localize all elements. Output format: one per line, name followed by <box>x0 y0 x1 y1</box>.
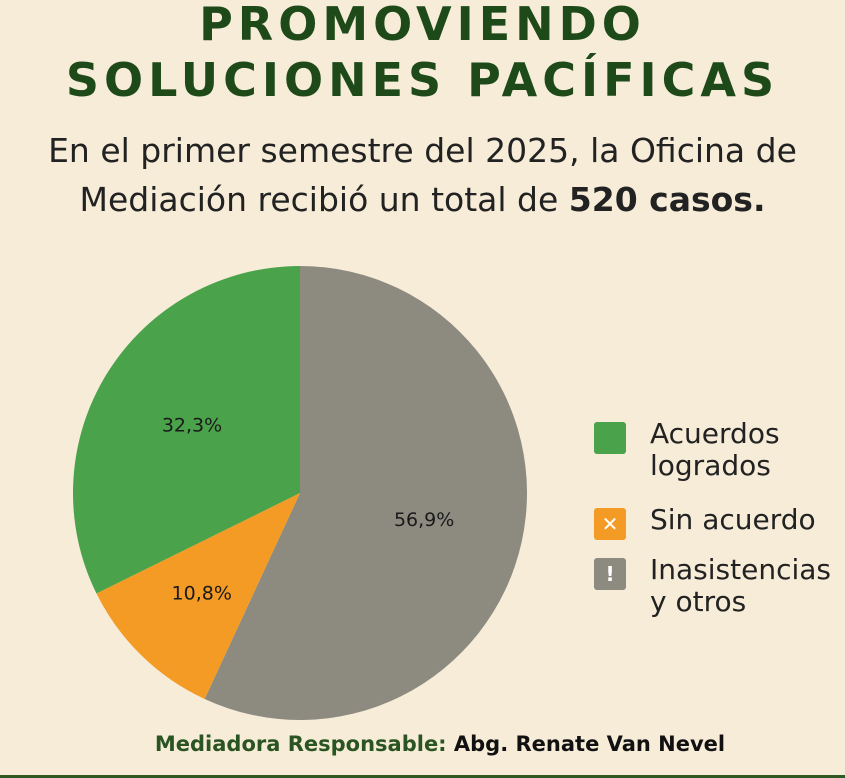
title-line-1: PROMOVIENDO <box>199 0 646 51</box>
legend-swatch-green <box>594 422 626 454</box>
total-cases: 520 casos. <box>568 180 766 219</box>
footer-name: Abg. Renate Van Nevel <box>446 732 726 756</box>
legend-label: Sin acuerdo <box>650 503 816 536</box>
legend-label: Inasistencias y otros <box>650 553 831 618</box>
chart-legend: Acuerdos logrados ✕ Sin acuerdo ! Inasis… <box>594 418 844 640</box>
pie-slice-2 <box>72 266 300 594</box>
subtitle-line-1: En el primer semestre del 2025, la Ofici… <box>48 131 797 170</box>
footer-credit: Mediadora Responsable: Abg. Renate Van N… <box>0 732 845 756</box>
exclamation-icon: ! <box>594 558 626 590</box>
legend-item-acuerdos: Acuerdos logrados <box>594 418 844 482</box>
subtitle-line-2-text: Mediación recibió un total de <box>79 180 569 219</box>
title-line-2: SOLUCIONES PACÍFICAS <box>65 53 780 107</box>
legend-label: Acuerdos logrados <box>650 417 780 482</box>
pie-slice-label-0: 56,9% <box>394 509 454 531</box>
x-mark-icon: ✕ <box>594 508 626 540</box>
pie-slice-label-1: 10,8% <box>172 582 232 604</box>
pie-chart: 56,9% 10,8% 32,3% <box>72 266 527 720</box>
footer-role: Mediadora Responsable: <box>154 732 447 756</box>
pie-slice-1 <box>96 493 300 699</box>
legend-item-sin-acuerdo: ✕ Sin acuerdo <box>594 503 844 540</box>
pie-slice-0 <box>204 266 527 720</box>
pie-slice-label-2: 32,3% <box>162 414 222 436</box>
legend-item-inasistencias: ! Inasistencias y otros <box>594 554 844 618</box>
subtitle-line-2: Mediación recibió un total de 520 casos. <box>0 175 845 224</box>
subtitle: En el primer semestre del 2025, la Ofici… <box>0 126 845 224</box>
bottom-divider <box>0 775 845 778</box>
